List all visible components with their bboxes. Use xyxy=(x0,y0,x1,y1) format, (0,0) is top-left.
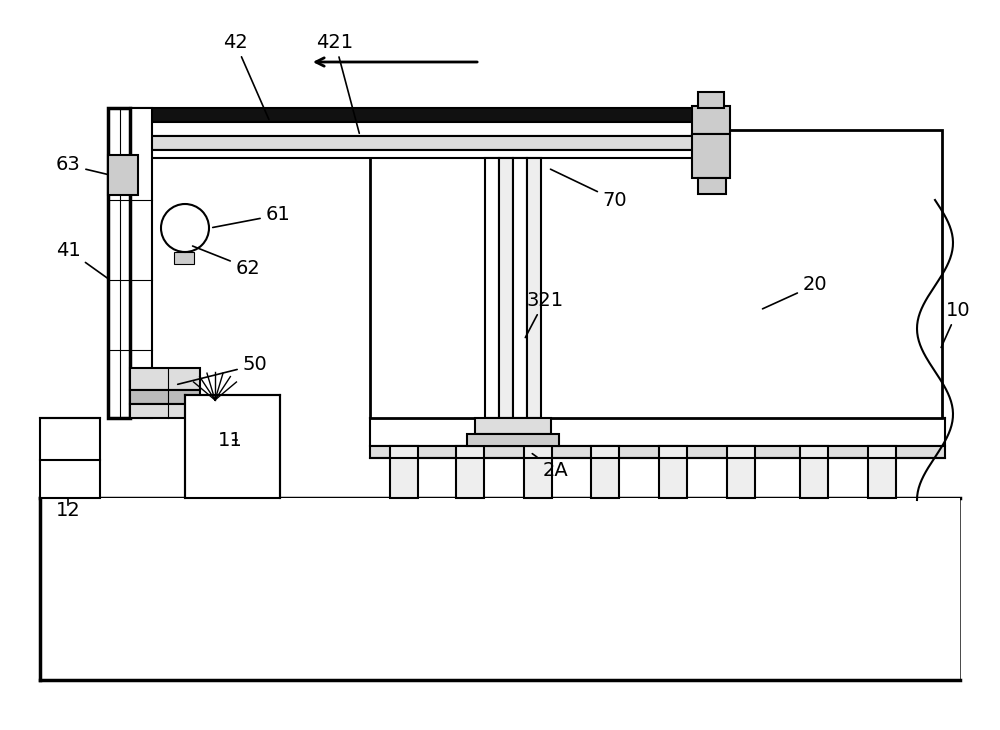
Bar xyxy=(499,158,513,418)
Text: 20: 20 xyxy=(763,275,827,309)
Text: 42: 42 xyxy=(223,33,269,120)
Text: 61: 61 xyxy=(213,206,290,228)
Bar xyxy=(130,404,200,418)
Bar xyxy=(370,446,945,458)
Circle shape xyxy=(161,204,209,252)
Bar xyxy=(40,418,100,498)
Text: 50: 50 xyxy=(178,356,267,384)
Bar xyxy=(130,122,710,136)
Bar xyxy=(130,390,200,404)
Bar xyxy=(485,158,499,418)
Bar xyxy=(513,158,527,418)
Bar xyxy=(130,108,152,418)
Bar xyxy=(174,252,194,264)
Text: 10: 10 xyxy=(941,301,970,347)
Bar xyxy=(475,418,551,434)
Text: 321: 321 xyxy=(525,291,564,337)
Bar xyxy=(390,446,418,498)
Bar xyxy=(185,395,280,498)
Bar xyxy=(40,498,960,678)
Bar xyxy=(698,92,724,108)
Bar xyxy=(370,130,942,418)
Bar xyxy=(692,134,730,178)
Bar xyxy=(524,446,552,498)
Bar xyxy=(130,368,200,390)
Bar xyxy=(868,446,896,498)
Bar xyxy=(800,446,828,498)
Text: 63: 63 xyxy=(56,155,107,174)
Bar xyxy=(527,158,541,418)
Bar xyxy=(591,446,619,498)
Bar xyxy=(727,446,755,498)
Text: 11: 11 xyxy=(218,431,242,450)
Bar xyxy=(692,106,730,134)
Bar xyxy=(130,136,710,150)
Bar xyxy=(659,446,687,498)
Bar xyxy=(467,434,559,446)
Text: 41: 41 xyxy=(56,240,108,278)
Bar xyxy=(108,108,130,418)
Text: 2A: 2A xyxy=(532,453,568,480)
Bar xyxy=(130,150,710,158)
Text: 12: 12 xyxy=(56,501,80,520)
Bar xyxy=(698,178,726,194)
Text: 421: 421 xyxy=(316,33,359,134)
Bar xyxy=(130,108,710,122)
Text: 62: 62 xyxy=(193,246,260,277)
Bar xyxy=(370,418,945,446)
Text: 70: 70 xyxy=(551,169,627,210)
Bar xyxy=(108,155,138,195)
Bar xyxy=(456,446,484,498)
